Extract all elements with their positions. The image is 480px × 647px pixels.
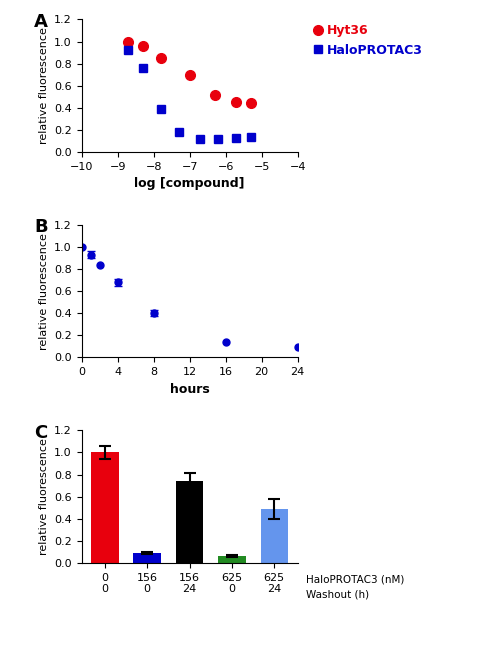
Text: B: B <box>34 218 48 236</box>
HaloPROTAC3 <box>197 135 203 142</box>
Text: HaloPROTAC3 (nM): HaloPROTAC3 (nM) <box>306 575 405 585</box>
Line: HaloPROTAC3: HaloPROTAC3 <box>124 46 255 143</box>
HaloPROTAC3 <box>140 64 145 72</box>
HaloPROTAC3 <box>125 47 131 54</box>
Y-axis label: relative fluorescence: relative fluorescence <box>38 233 48 349</box>
X-axis label: hours: hours <box>170 383 209 396</box>
Text: 0: 0 <box>101 584 108 594</box>
HaloPROTAC3 <box>158 105 164 113</box>
Text: 0: 0 <box>144 584 151 594</box>
Text: Washout (h): Washout (h) <box>306 589 370 599</box>
Hyt36 <box>233 98 239 106</box>
Hyt36 <box>187 71 192 78</box>
Bar <box>176 481 204 563</box>
Y-axis label: relative fluorescence: relative fluorescence <box>38 438 48 555</box>
Bar <box>261 509 288 563</box>
Bar <box>133 553 161 563</box>
Bar <box>91 452 119 563</box>
Text: A: A <box>34 13 48 31</box>
Line: Hyt36: Hyt36 <box>123 37 256 108</box>
Hyt36 <box>140 42 145 50</box>
Y-axis label: relative fluorescence: relative fluorescence <box>38 27 48 144</box>
Legend: Hyt36, HaloPROTAC3: Hyt36, HaloPROTAC3 <box>309 19 428 61</box>
Text: C: C <box>34 424 48 442</box>
Text: 24: 24 <box>267 584 281 594</box>
HaloPROTAC3 <box>176 128 181 136</box>
Text: 24: 24 <box>182 584 197 594</box>
Bar <box>218 556 246 563</box>
Hyt36 <box>212 91 217 98</box>
HaloPROTAC3 <box>216 135 221 142</box>
Hyt36 <box>125 38 131 45</box>
Hyt36 <box>248 100 253 107</box>
Text: 0: 0 <box>228 584 236 594</box>
Hyt36 <box>158 54 164 62</box>
X-axis label: log [compound]: log [compound] <box>134 177 245 190</box>
HaloPROTAC3 <box>233 134 239 142</box>
HaloPROTAC3 <box>248 133 253 140</box>
